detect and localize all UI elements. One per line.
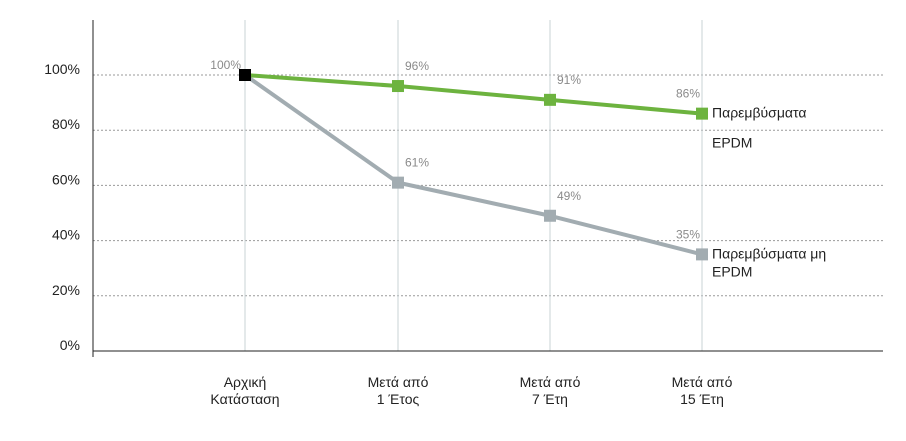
data-point: [392, 176, 404, 189]
y-tick-label: 100%: [44, 61, 80, 77]
chart-axes: [92, 20, 883, 357]
data-label: 91%: [557, 73, 581, 87]
y-tick-label: 20%: [52, 282, 80, 298]
chart-series: [239, 69, 708, 261]
chart-grid: [93, 20, 883, 351]
data-point: [544, 209, 556, 222]
data-point: [544, 93, 556, 106]
data-point: [392, 80, 404, 93]
data-label: 96%: [405, 59, 429, 73]
data-labels: 100% 96% 91% 86% 61% 49% 35%: [210, 58, 700, 241]
y-axis-ticks: 0% 20% 40% 60% 80% 100%: [44, 61, 80, 353]
data-label: 35%: [676, 227, 700, 241]
series-label: Παρεμβύσματα μη EPDM: [712, 245, 826, 279]
data-label: 86%: [676, 87, 700, 101]
y-tick-label: 60%: [52, 171, 80, 187]
y-tick-label: 40%: [52, 227, 80, 243]
series-labels: Παρεμβύσματα EPDM Παρεμβύσματα μη EPDM: [712, 105, 826, 280]
x-tick-label: Μετά από 1 Έτος: [368, 374, 429, 407]
data-point: [696, 107, 708, 120]
y-tick-label: 80%: [52, 116, 80, 132]
data-label: 49%: [557, 189, 581, 203]
series-label: Παρεμβύσματα EPDM: [712, 105, 806, 151]
data-label: 61%: [405, 156, 429, 170]
y-tick-label: 0%: [60, 337, 80, 353]
data-label: 100%: [210, 58, 241, 72]
series-line: [243, 73, 703, 257]
x-tick-label: Μετά από 7 Έτη: [520, 374, 581, 407]
data-point: [696, 248, 708, 261]
start-point-marker: [239, 69, 251, 81]
x-tick-label: Αρχική Κατάσταση: [210, 374, 279, 407]
x-tick-label: Μετά από 15 Έτη: [672, 374, 733, 407]
x-axis-ticks: Αρχική Κατάσταση Μετά από 1 Έτος Μετά από 7 Έ…: [210, 374, 732, 407]
series-line: [244, 73, 703, 116]
